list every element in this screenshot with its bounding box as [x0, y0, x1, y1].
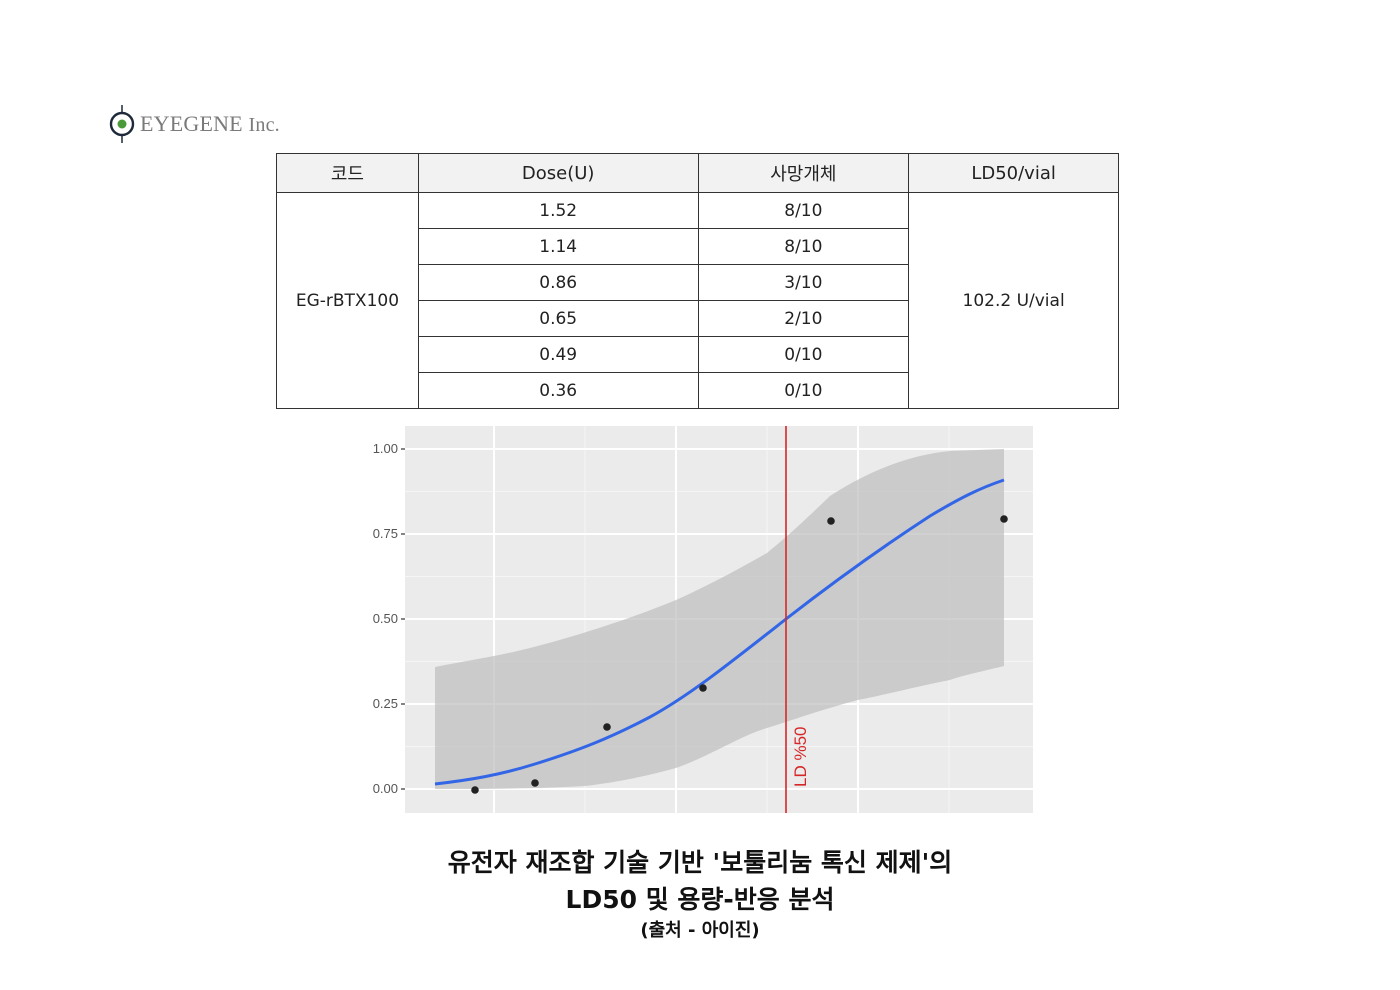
deaths-cell: 8/10 — [697, 192, 910, 229]
table-row: 1.14 8/10 — [277, 228, 1119, 265]
deaths-cell: 3/10 — [697, 264, 910, 301]
table-row: 0.36 0/10 — [277, 372, 1119, 409]
y-tick-label: 0.00 — [373, 781, 398, 796]
observed-points — [471, 515, 1008, 794]
ld50-cell: 102.2 U/vial — [908, 192, 1119, 409]
dose-response-chart: LD %50 1.00 0.75 0.50 0.25 0.00 — [350, 420, 1050, 830]
table-row: 0.86 3/10 — [277, 264, 1119, 301]
header-ld50: LD50/vial — [908, 153, 1119, 193]
caption-line-2: LD50 및 용량-반응 분석 — [565, 885, 835, 914]
y-tick-label: 0.50 — [373, 611, 398, 626]
table-row: 0.65 2/10 — [277, 300, 1119, 337]
header-code: 코드 — [276, 153, 419, 193]
deaths-cell: 8/10 — [697, 228, 910, 265]
y-tick-label: 1.00 — [373, 441, 398, 456]
y-tick-label: 0.75 — [373, 526, 398, 541]
y-axis-labels: 1.00 0.75 0.50 0.25 0.00 — [373, 441, 398, 796]
confidence-band — [435, 449, 1004, 789]
dose-cell: 0.49 — [417, 336, 699, 373]
dose-cell: 1.52 — [417, 192, 699, 229]
logistic-fit-line — [434, 478, 1005, 786]
header-deaths: 사망개체 — [697, 153, 910, 193]
logo-target-icon — [108, 104, 136, 144]
dose-cell: 0.36 — [417, 372, 699, 409]
data-point — [471, 786, 479, 794]
table-header-row: 코드 Dose(U) 사망개체 LD50/vial — [276, 153, 1119, 193]
data-point — [603, 723, 611, 731]
header-dose: Dose(U) — [417, 153, 699, 193]
data-point — [531, 779, 539, 787]
data-point — [827, 517, 835, 525]
data-point — [1000, 515, 1008, 523]
dose-cell: 0.65 — [417, 300, 699, 337]
ld50-label: LD %50 — [791, 727, 810, 787]
caption-source: (출처 - 아이진) — [640, 920, 760, 941]
dose-cell: 0.86 — [417, 264, 699, 301]
deaths-cell: 0/10 — [697, 336, 910, 373]
deaths-cell: 2/10 — [697, 300, 910, 337]
table-row: 0.49 0/10 — [277, 336, 1119, 373]
caption-line-1: 유전자 재조합 기술 기반 '보툴리눔 톡신 제제'의 — [447, 848, 953, 877]
y-tick-label: 0.25 — [373, 696, 398, 711]
deaths-cell: 0/10 — [697, 372, 910, 409]
table-row: EG-rBTX100 1.52 8/10 102.2 U/vial — [276, 192, 1119, 409]
dose-cell: 1.14 — [417, 228, 699, 265]
company-logo: EYEGENE Inc. — [108, 104, 280, 144]
y-axis-ticks — [401, 448, 405, 790]
code-cell: EG-rBTX100 — [276, 192, 419, 409]
ld50-data-table: 코드 Dose(U) 사망개체 LD50/vial EG-rBTX100 1.5… — [276, 153, 1119, 409]
data-point — [699, 684, 707, 692]
logo-wordmark: EYEGENE Inc. — [140, 111, 280, 136]
